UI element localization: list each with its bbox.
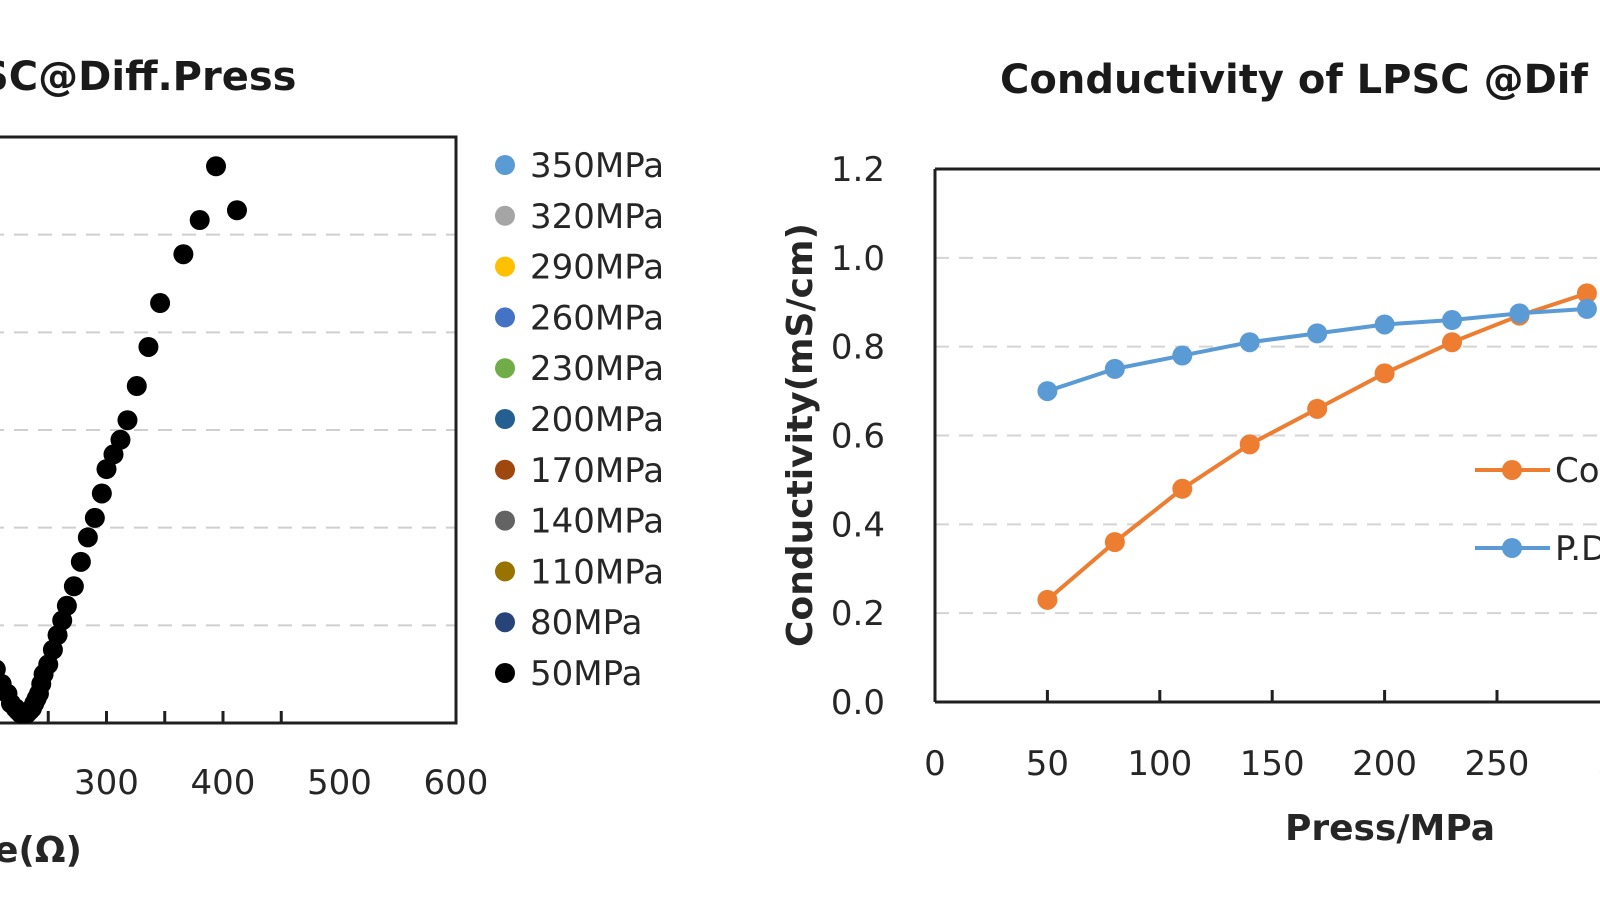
left-x-axis-title: e(Ω) <box>0 830 82 871</box>
left-chart-title: SC@Diff.Press <box>0 54 296 100</box>
legend-label-200MPa: 200MPa <box>530 400 664 440</box>
legend-label-170MPa: 170MPa <box>530 451 664 491</box>
right-plot-frame <box>933 167 1600 704</box>
left-point-50MPa-35 <box>173 244 194 265</box>
legend-label-350MPa: 350MPa <box>530 146 664 186</box>
left-point-50MPa-34 <box>150 293 171 314</box>
legend-marker-200MPa <box>495 409 515 429</box>
right-legend-marker-P.D <box>1502 538 1522 558</box>
legend-marker-140MPa <box>495 510 515 531</box>
left-point-50MPa-23 <box>63 576 84 597</box>
right-chart-title: Conductivity of LPSC @Dif <box>1000 57 1588 103</box>
left-x-tick-label: 300 <box>74 763 139 803</box>
left-plot-frame <box>0 135 458 725</box>
left-point-50MPa-30 <box>110 429 131 450</box>
right-point-Co-8 <box>1576 283 1597 304</box>
left-point-50MPa-33 <box>138 336 159 357</box>
right-point-Co-5 <box>1374 363 1395 384</box>
legend-label-290MPa: 290MPa <box>530 248 664 288</box>
legend-marker-230MPa <box>495 358 515 379</box>
right-point-P.D-8 <box>1576 298 1597 319</box>
legend-marker-80MPa <box>495 612 515 633</box>
left-gridlines <box>0 233 456 723</box>
left-point-50MPa-1 <box>0 660 6 679</box>
legend-marker-170MPa <box>495 459 515 480</box>
right-x-tick-label: 50 <box>1026 744 1069 784</box>
right-x-tick-label: 100 <box>1127 744 1192 784</box>
right-y-tick-label: 0.4 <box>831 505 885 545</box>
right-point-Co-3 <box>1239 434 1260 455</box>
legend-label-320MPa: 320MPa <box>530 197 664 237</box>
legend-label-110MPa: 110MPa <box>530 552 664 592</box>
left-x-tick-label: 400 <box>191 763 256 803</box>
right-y-tick-label: 1.0 <box>831 239 885 279</box>
right-y-tick-label: 1.2 <box>831 150 885 190</box>
right-legend-marker-Co <box>1502 460 1522 480</box>
right-x-tick-label: 200 <box>1352 744 1417 784</box>
right-x-tick-label: 250 <box>1465 744 1530 784</box>
right-point-P.D-4 <box>1307 323 1328 344</box>
right-point-Co-6 <box>1442 332 1463 353</box>
left-x-tick-label: 600 <box>424 763 489 803</box>
left-point-50MPa-25 <box>77 527 98 548</box>
right-point-P.D-3 <box>1239 332 1260 353</box>
left-point-50MPa-27 <box>91 483 112 504</box>
left-data-points <box>0 156 247 724</box>
right-legend-label-P.D: P.D <box>1555 529 1600 569</box>
left-x-tick-labels: 300 400 500 600 <box>74 763 488 803</box>
left-point-50MPa-37 <box>206 156 227 177</box>
left-point-50MPa-32 <box>126 376 147 397</box>
right-x-tick-label: 150 <box>1240 744 1305 784</box>
legend-marker-320MPa <box>495 205 515 226</box>
left-point-50MPa-31 <box>117 410 138 431</box>
left-x-tick-label: 500 <box>307 763 372 803</box>
left-chart: SC@Diff.Press 300 400 500 600 e(Ω) 350MPa 32… <box>0 54 664 871</box>
left-point-50MPa-38 <box>226 200 247 221</box>
right-y-tick-label: 0.2 <box>831 594 885 634</box>
legend-label-50MPa: 50MPa <box>530 654 642 694</box>
right-point-P.D-1 <box>1104 358 1125 379</box>
left-point-50MPa-26 <box>84 507 105 528</box>
right-point-Co-1 <box>1104 532 1125 553</box>
legend-marker-50MPa <box>495 663 515 683</box>
right-point-Co-0 <box>1037 589 1058 610</box>
right-x-axis-title: Press/MPa <box>1285 808 1495 849</box>
left-legend: 350MPa 320MPa 290MPa 260MPa 230MPa 200MPa 170M… <box>495 146 664 694</box>
legend-marker-290MPa <box>495 256 515 277</box>
left-point-50MPa-36 <box>189 210 210 231</box>
legend-marker-110MPa <box>495 561 515 582</box>
legend-label-230MPa: 230MPa <box>530 349 664 389</box>
right-gridlines <box>935 256 1600 702</box>
right-point-P.D-0 <box>1037 381 1058 402</box>
right-point-P.D-5 <box>1374 314 1395 335</box>
right-point-P.D-7 <box>1509 303 1530 324</box>
right-legend: Co P.D <box>1475 451 1600 569</box>
right-point-Co-2 <box>1172 478 1193 499</box>
right-point-P.D-2 <box>1172 345 1193 366</box>
left-point-50MPa-22 <box>56 595 77 616</box>
right-x-tick-labels: 0 50 100 150 200 250 3 <box>924 744 1600 784</box>
right-point-P.D-6 <box>1442 310 1463 331</box>
right-x-tick-label: 0 <box>924 744 946 784</box>
legend-label-260MPa: 260MPa <box>530 298 664 338</box>
right-x-tick-label: 3 <box>1597 744 1600 784</box>
right-legend-label-Co: Co <box>1555 451 1600 491</box>
legend-label-140MPa: 140MPa <box>530 502 664 542</box>
legend-marker-260MPa <box>495 307 515 328</box>
legend-marker-350MPa <box>495 155 515 175</box>
right-chart: Conductivity of LPSC @Dif 0.00.20.40.60.… <box>780 57 1600 849</box>
right-data-series <box>1037 283 1597 610</box>
legend-label-80MPa: 80MPa <box>530 603 642 643</box>
right-y-axis-title: Conductivity(mS/cm) <box>780 223 821 647</box>
right-point-Co-4 <box>1307 398 1328 419</box>
right-y-tick-label: 0.8 <box>831 328 885 368</box>
right-y-tick-label: 0.0 <box>831 683 885 723</box>
right-y-tick-label: 0.6 <box>831 417 885 457</box>
right-y-tick-labels: 0.0 0.2 0.4 0.6 0.8 1.0 1.2 <box>831 150 885 723</box>
left-point-50MPa-24 <box>70 551 91 572</box>
